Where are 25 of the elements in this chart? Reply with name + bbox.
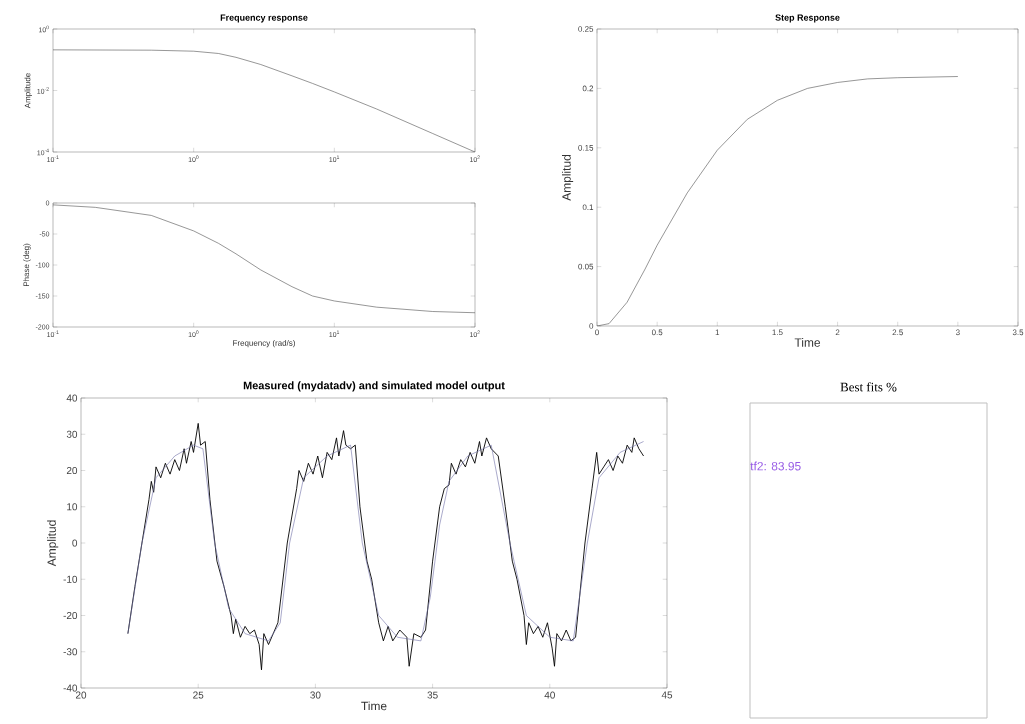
chart-title: Measured (mydatadv) and simulated model output: [243, 381, 505, 392]
x-tick-label: 30: [310, 691, 321, 699]
y-tick-label: -30: [63, 648, 78, 656]
x-tick-label: 45: [661, 691, 673, 699]
y-tick-label: 0: [72, 539, 78, 547]
x-tick-label: 25: [193, 691, 204, 699]
x-axis-title: Time: [794, 338, 821, 347]
text: tf2: 83.95: [750, 461, 801, 471]
y-tick-label: 10: [67, 503, 78, 511]
y-tick-label: 20: [66, 466, 78, 475]
y-tick-label: 30: [66, 430, 78, 438]
y-tick-label: -40: [63, 684, 78, 692]
y-tick-label: -20: [63, 611, 78, 620]
x-axis-title: Time: [361, 701, 387, 711]
y-axis-title: Amplitud: [47, 520, 59, 567]
chart-title: Step Response: [775, 14, 840, 23]
x-tick-label: 40: [544, 691, 555, 699]
chart-title: Frequency response: [220, 14, 308, 23]
y-tick-label: 40: [66, 394, 78, 402]
y-axis-title: Amplitud: [562, 155, 574, 201]
text: Best fits %: [840, 382, 897, 392]
y-tick-label: -10: [63, 575, 78, 583]
x-tick-label: 20: [75, 691, 87, 699]
line-series: [127, 441, 644, 642]
x-tick-label: 35: [427, 691, 438, 699]
